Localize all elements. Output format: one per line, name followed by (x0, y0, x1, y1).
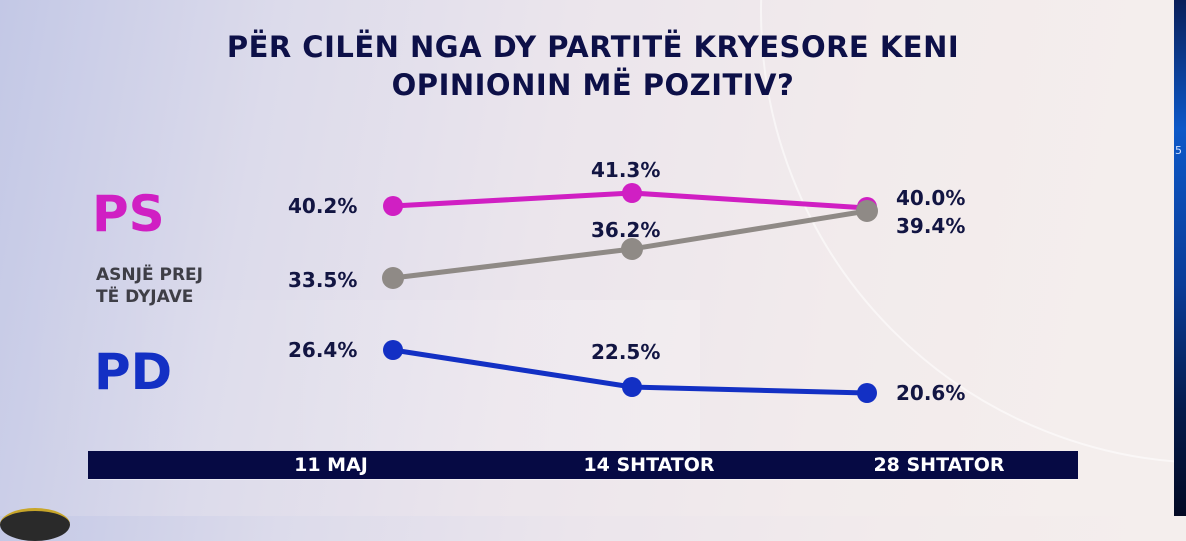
chart-title-line-1: PËR CILËN NGA DY PARTITË KRYESORE KENI (226, 30, 960, 64)
pd-value-1: 26.4% (288, 338, 358, 362)
line-plot (382, 183, 878, 403)
legend-ps: PS (92, 185, 165, 243)
legend-pd: PD (94, 343, 173, 401)
legend-none-line-1: ASNJË PREJ (96, 265, 203, 285)
data-point (857, 383, 877, 403)
chart-title-line-2: OPINIONIN MË POZITIV? (391, 68, 795, 102)
legend-none-line-2: TË DYJAVE (96, 287, 194, 307)
x-axis-bar: 11 MAJ 14 SHTATOR 28 SHTATOR (88, 451, 1078, 479)
pd-value-3: 20.6% (896, 381, 966, 405)
data-point (382, 267, 404, 289)
channel-logo-fragment (0, 508, 70, 541)
data-point (856, 200, 878, 222)
none-value-1: 33.5% (288, 268, 358, 292)
pd-value-2: 22.5% (591, 340, 661, 364)
data-point (622, 183, 642, 203)
legend-none: ASNJË PREJ TË DYJAVE (96, 264, 203, 308)
chart-title: PËR CILËN NGA DY PARTITË KRYESORE KENI O… (0, 28, 1186, 104)
background-glare (0, 300, 700, 450)
side-panel-edge (1174, 0, 1186, 516)
series-pd (383, 340, 877, 403)
side-panel-text: 5 (1175, 144, 1182, 157)
x-tick-3: 28 SHTATOR (873, 454, 1005, 476)
series-none (382, 200, 878, 289)
ps-value-1: 40.2% (288, 194, 358, 218)
data-point (621, 238, 643, 260)
ps-value-3: 40.0% (896, 186, 966, 210)
series-ps (383, 183, 877, 217)
ps-value-2: 41.3% (591, 158, 661, 182)
data-point (383, 340, 403, 360)
x-tick-2: 14 SHTATOR (583, 454, 715, 476)
x-tick-1: 11 MAJ (294, 454, 368, 476)
none-value-2: 36.2% (591, 218, 661, 242)
data-point (622, 377, 642, 397)
data-point (383, 196, 403, 216)
none-value-3: 39.4% (896, 214, 966, 238)
